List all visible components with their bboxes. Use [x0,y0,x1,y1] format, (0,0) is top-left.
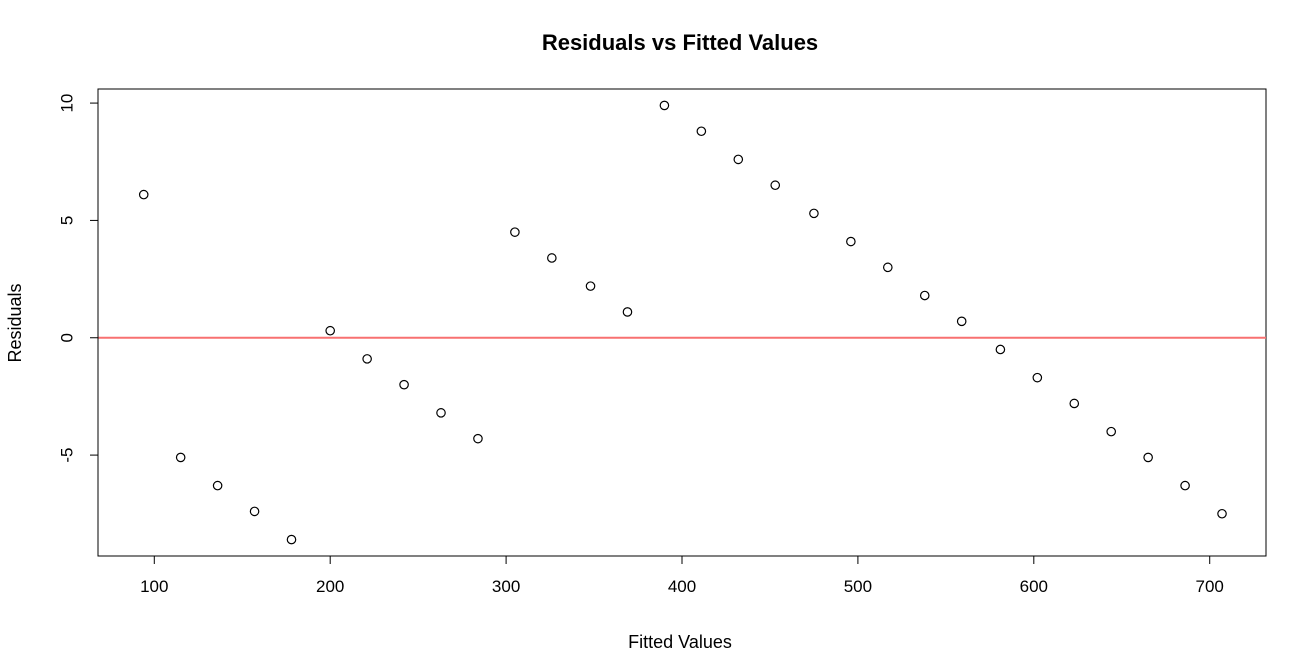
data-point [362,354,372,364]
data-point [770,180,781,191]
data-point [1180,480,1190,491]
data-point [175,452,186,463]
data-point [436,408,446,418]
data-point [212,480,223,491]
data-point [733,154,744,165]
data-point [696,126,707,137]
data-point [473,433,483,444]
chart-title: Residuals vs Fitted Values [542,30,818,55]
plot-frame [97,88,1267,557]
data-point [547,253,557,263]
data-point [883,262,893,273]
data-point [846,236,856,247]
data-point [1032,372,1043,383]
x-tick-label: 100 [140,577,168,596]
data-point [286,534,297,545]
data-point [399,379,409,390]
y-axis-label: Residuals [5,283,25,362]
x-tick-label: 700 [1196,577,1224,596]
y-tick-label: 10 [57,94,76,113]
data-point [659,100,670,111]
data-point [1069,398,1080,409]
data-point [585,281,596,291]
y-tick-label: -5 [57,448,76,463]
data-point [1106,426,1117,437]
x-tick-label: 500 [844,577,872,596]
data-point [325,325,335,336]
x-tick-label: 200 [316,577,344,596]
x-tick-label: 600 [1020,577,1048,596]
x-axis-label: Fitted Values [628,632,732,652]
x-tick-label: 300 [492,577,520,596]
data-point [1217,508,1227,519]
data-point [138,189,149,200]
y-tick-label: 5 [57,216,76,225]
y-tick-label: 0 [57,333,76,342]
x-tick-label: 400 [668,577,696,596]
data-point [510,227,520,237]
data-point [622,307,633,317]
data-point [249,506,260,517]
data-point [956,316,967,327]
data-point [919,290,930,301]
data-point [809,208,819,219]
data-point [1143,452,1153,463]
data-point [995,344,1006,355]
